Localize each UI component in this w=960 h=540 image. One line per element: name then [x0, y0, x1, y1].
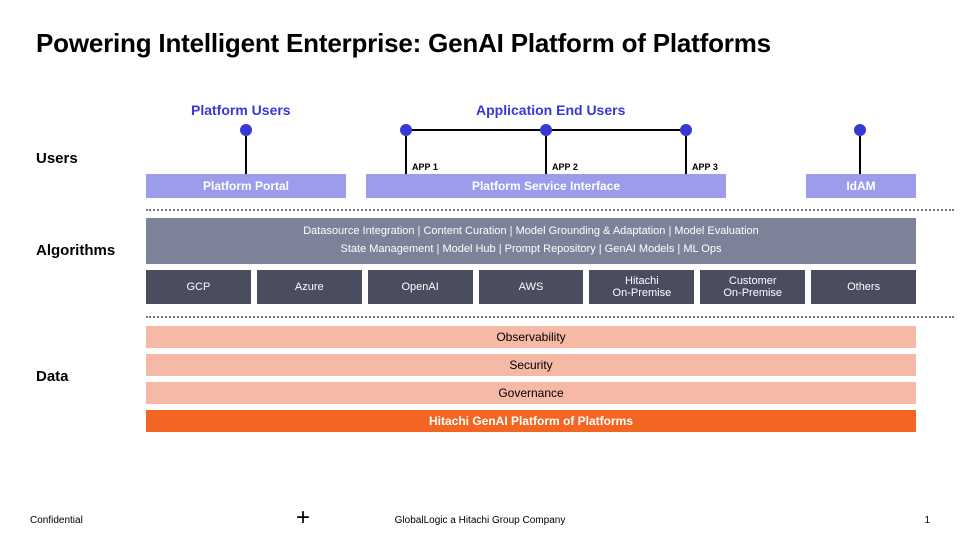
app-dot-3: [680, 124, 692, 136]
idam-dot: [854, 124, 866, 136]
app-stem-1: [405, 136, 407, 174]
app-dot-1: [400, 124, 412, 136]
app-label-3: APP 3: [692, 162, 718, 172]
user-dot: [240, 124, 252, 136]
app-stem-3: [685, 136, 687, 174]
services-box: Datasource Integration | Content Curatio…: [146, 218, 916, 264]
footer: Confidential GlobalLogic a Hitachi Group…: [0, 515, 960, 526]
app-dot-2: [540, 124, 552, 136]
app-users-label: Application End Users: [476, 102, 625, 118]
bar-idam: IdAM: [806, 174, 916, 198]
provider-customer: Customer On-Premise: [700, 270, 805, 304]
row-label-data: Data: [36, 368, 69, 385]
row-label-users: Users: [36, 150, 78, 167]
row-label-algorithms: Algorithms: [36, 242, 115, 259]
provider-openai: OpenAI: [368, 270, 473, 304]
platform-users-label: Platform Users: [191, 102, 291, 118]
services-line-2: State Management | Model Hub | Prompt Re…: [341, 241, 722, 259]
bar-platform-portal: Platform Portal: [146, 174, 346, 198]
provider-hitachi: Hitachi On-Premise: [589, 270, 694, 304]
app-stem-2: [545, 136, 547, 174]
provider-others: Others: [811, 270, 916, 304]
data-bar-observability: Observability: [146, 326, 916, 348]
providers-row: GCP Azure OpenAI AWS Hitachi On-Premise …: [146, 270, 916, 304]
provider-aws: AWS: [479, 270, 584, 304]
app-label-2: APP 2: [552, 162, 578, 172]
data-bar-platform: Hitachi GenAI Platform of Platforms: [146, 410, 916, 432]
bar-service-interface: Platform Service Interface: [366, 174, 726, 198]
slide-title: Powering Intelligent Enterprise: GenAI P…: [36, 28, 924, 59]
divider-1: [146, 209, 954, 211]
services-line-1: Datasource Integration | Content Curatio…: [303, 223, 759, 241]
footer-center: GlobalLogic a Hitachi Group Company: [0, 515, 960, 526]
provider-gcp: GCP: [146, 270, 251, 304]
idam-stem: [859, 136, 861, 174]
data-bar-governance: Governance: [146, 382, 916, 404]
app-label-1: APP 1: [412, 162, 438, 172]
user-stem: [245, 136, 247, 174]
divider-2: [146, 316, 954, 318]
provider-azure: Azure: [257, 270, 362, 304]
footer-confidential: Confidential: [30, 515, 83, 526]
data-bar-security: Security: [146, 354, 916, 376]
footer-page: 1: [924, 515, 930, 526]
